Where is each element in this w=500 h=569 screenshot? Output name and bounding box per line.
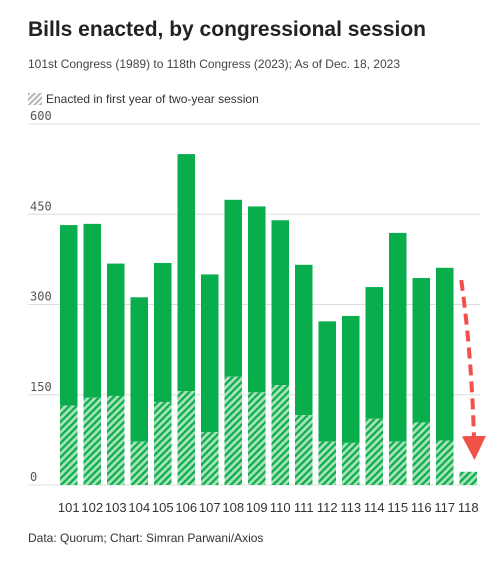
bar-second-year (201, 274, 219, 433)
chart-subtitle: 101st Congress (1989) to 118th Congress … (28, 57, 400, 71)
x-tick-label: 109 (246, 500, 268, 515)
y-tick-label: 300 (30, 290, 52, 304)
bar-first-year (436, 440, 454, 485)
bar-first-year (248, 392, 266, 485)
bar-second-year (318, 321, 336, 442)
annotation-arrow (459, 279, 486, 460)
x-tick-label: 103 (105, 500, 127, 515)
x-tick-label: 106 (175, 500, 197, 515)
x-tick-label: 115 (387, 500, 408, 515)
chart-title: Bills enacted, by congressional session (28, 18, 426, 41)
x-tick-label: 117 (434, 500, 455, 515)
legend-swatch-hatched (28, 93, 42, 105)
bar-second-year (177, 154, 195, 392)
x-tick-label: 104 (128, 500, 150, 515)
x-tick-label: 110 (270, 500, 291, 515)
x-tick-label: 105 (152, 500, 174, 515)
bar-second-year (436, 267, 454, 441)
bar-first-year (201, 432, 219, 485)
x-tick-label: 114 (364, 500, 385, 515)
x-tick-label: 113 (340, 500, 361, 515)
x-tick-label: 102 (81, 500, 103, 515)
bar-first-year (365, 418, 383, 485)
source-note: Data: Quorum; Chart: Simran Parwani/Axio… (28, 531, 264, 545)
bar-first-year (177, 391, 195, 485)
bar-first-year (271, 385, 289, 485)
y-tick-label: 600 (30, 109, 52, 123)
bar-second-year (107, 263, 125, 396)
bar-second-year (154, 262, 172, 402)
bar-second-year (412, 278, 430, 423)
x-tick-label: 108 (222, 500, 244, 515)
y-tick-label: 0 (30, 470, 37, 484)
bar-second-year (295, 264, 313, 416)
bar-second-year (83, 223, 101, 398)
x-tick-label: 116 (411, 500, 432, 515)
x-tick-label: 111 (294, 500, 314, 515)
y-tick-label: 450 (30, 199, 52, 213)
bar-second-year (342, 315, 360, 443)
x-tick-label: 101 (58, 500, 80, 515)
bar-second-year (389, 232, 407, 442)
bar-first-year (318, 441, 336, 485)
x-tick-label: 107 (199, 500, 221, 515)
bar-first-year (154, 401, 172, 485)
x-tick-label: 112 (317, 500, 338, 515)
bar-second-year (224, 199, 242, 377)
bar-first-year (107, 395, 125, 485)
legend-label: Enacted in first year of two-year sessio… (46, 92, 259, 106)
bar-first-year (224, 376, 242, 485)
bar-second-year (130, 297, 148, 442)
bar-second-year (60, 225, 78, 406)
bar-second-year (248, 206, 266, 393)
bar-second-year (271, 220, 289, 386)
bar-second-year (365, 287, 383, 419)
bar-first-year (389, 441, 407, 485)
bar-first-year (342, 442, 360, 485)
bar-first-year (60, 405, 78, 485)
bar-first-year (130, 441, 148, 485)
legend: Enacted in first year of two-year sessio… (28, 92, 259, 106)
bar-first-year (295, 415, 313, 485)
bar-first-year (83, 397, 101, 485)
bar-first-year (412, 422, 430, 485)
y-tick-label: 150 (30, 380, 52, 394)
bar-first-year (459, 471, 477, 485)
x-tick-label: 118 (458, 500, 479, 515)
